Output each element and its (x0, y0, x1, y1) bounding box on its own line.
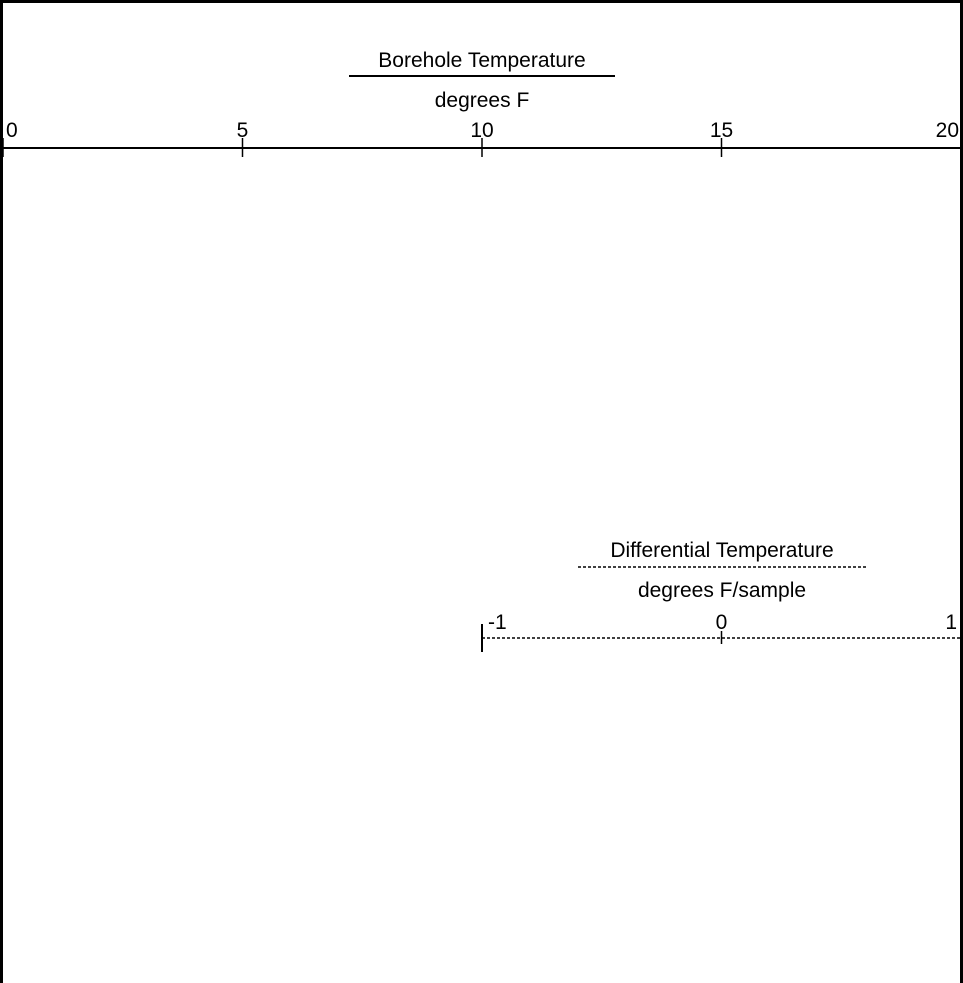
borehole-temperature-tick-label: 0 (6, 119, 18, 142)
differential-temperature-tick-label: 0 (716, 611, 728, 634)
differential-temperature-unit-label: degrees F/sample (638, 579, 806, 602)
borehole-temperature-unit-label: degrees F (435, 89, 530, 112)
borehole-temperature-tick-label: 10 (470, 119, 493, 142)
borehole-temperature-scale: Borehole Temperature degrees F 0 5 10 15 20 (2, 49, 962, 157)
differential-temperature-tick-label: -1 (488, 611, 507, 634)
differential-temperature-ticks: -1 0 1 (488, 611, 957, 644)
differential-temperature-scale: Differential Temperature degrees F/sampl… (481, 539, 961, 652)
borehole-temperature-tick-label: 5 (237, 119, 249, 142)
differential-temperature-tick-label: 1 (945, 611, 957, 634)
borehole-temperature-tick-label: 20 (936, 119, 959, 142)
borehole-temperature-title: Borehole Temperature (378, 49, 585, 72)
differential-temperature-title: Differential Temperature (610, 539, 833, 562)
borehole-temperature-tick-label: 15 (710, 119, 733, 142)
borehole-temperature-ticks: 0 5 10 15 20 (2, 119, 962, 157)
